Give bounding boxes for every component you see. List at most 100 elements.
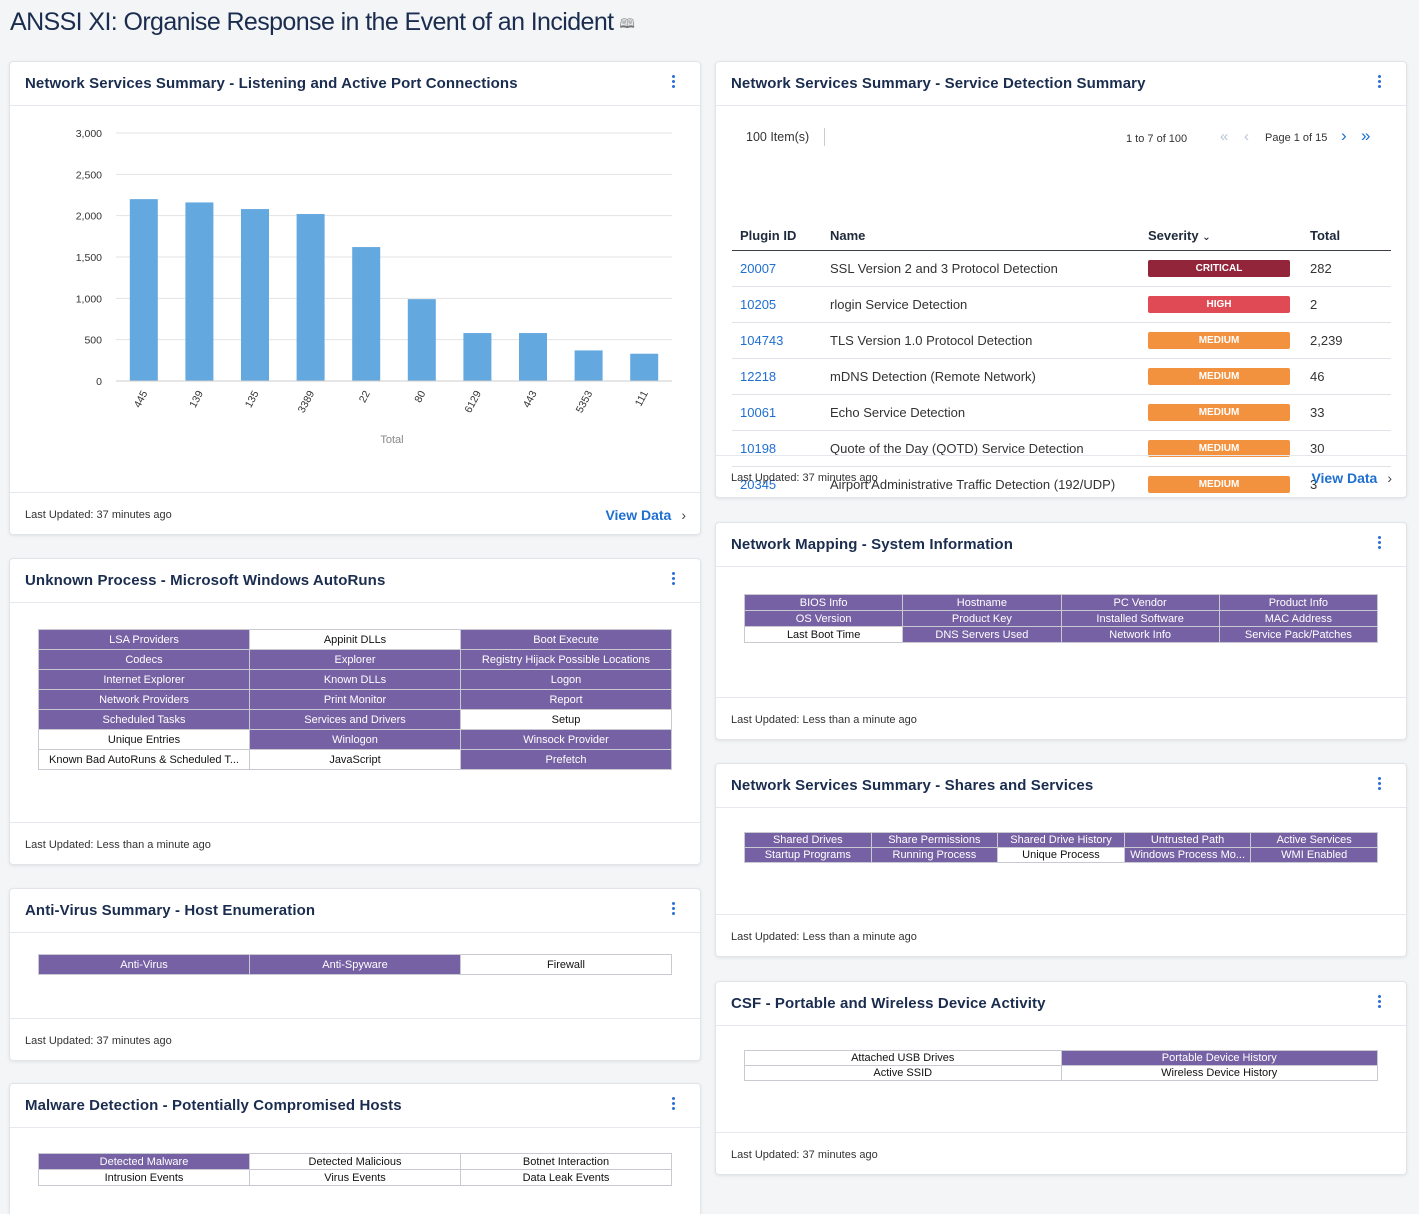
table-row[interactable]: 10205 rlogin Service Detection HIGH 2 bbox=[732, 286, 1391, 323]
matrix-cell[interactable]: Network Info bbox=[1060, 626, 1220, 643]
view-data-link[interactable]: View Data › bbox=[1311, 470, 1392, 486]
table-row[interactable]: 20345 Airport Administrative Traffic Dete… bbox=[732, 466, 1391, 497]
matrix-cell[interactable]: Botnet Interaction bbox=[460, 1153, 672, 1170]
matrix-cell[interactable]: Share Permissions bbox=[870, 832, 999, 848]
next-page-icon[interactable]: › bbox=[1341, 126, 1347, 145]
kebab-menu-icon[interactable] bbox=[1374, 993, 1384, 1011]
matrix-cell[interactable]: WMI Enabled bbox=[1250, 847, 1378, 863]
matrix-cell[interactable]: Detected Malware bbox=[38, 1153, 250, 1170]
plugin-id-link[interactable]: 20345 bbox=[732, 466, 822, 497]
matrix-cell[interactable]: Firewall bbox=[460, 954, 672, 975]
matrix-cell[interactable]: Boot Execute bbox=[460, 629, 672, 650]
table-row[interactable]: 10198 Quote of the Day (QOTD) Service Det… bbox=[732, 430, 1391, 467]
card-footer: Last Updated: Less than a minute ago bbox=[716, 914, 1406, 956]
matrix-cell[interactable]: Active Services bbox=[1250, 832, 1378, 848]
matrix-cell[interactable]: Scheduled Tasks bbox=[38, 709, 250, 730]
matrix-cell[interactable]: Detected Malicious bbox=[249, 1153, 461, 1170]
matrix-cell[interactable]: Internet Explorer bbox=[38, 669, 250, 690]
matrix-cell[interactable]: Network Providers bbox=[38, 689, 250, 710]
matrix-cell[interactable]: Anti-Virus bbox=[38, 954, 250, 975]
table-row[interactable]: 12218 mDNS Detection (Remote Network) MEDI… bbox=[732, 358, 1391, 395]
plugin-id-link[interactable]: 12218 bbox=[732, 358, 822, 395]
matrix-cell[interactable]: Unique Entries bbox=[38, 729, 250, 750]
matrix-cell[interactable]: Registry Hijack Possible Locations bbox=[460, 649, 672, 670]
matrix-cell[interactable]: Virus Events bbox=[249, 1169, 461, 1186]
table-row[interactable]: 10061 Echo Service Detection MEDIUM 33 bbox=[732, 394, 1391, 431]
matrix-cell[interactable]: Anti-Spyware bbox=[249, 954, 461, 975]
first-page-icon[interactable]: « bbox=[1220, 128, 1229, 145]
matrix-row: BIOS Info Hostname PC Vendor Product Info bbox=[743, 594, 1379, 611]
matrix-cell[interactable]: Services and Drivers bbox=[249, 709, 461, 730]
matrix-cell[interactable]: Product Key bbox=[902, 610, 1062, 627]
matrix-cell[interactable]: Attached USB Drives bbox=[744, 1050, 1062, 1066]
matrix-cell[interactable]: Active SSID bbox=[744, 1065, 1062, 1081]
last-updated: Last Updated: Less than a minute ago bbox=[731, 714, 917, 726]
matrix-cell[interactable]: Winlogon bbox=[249, 729, 461, 750]
matrix-cell[interactable]: Service Pack/Patches bbox=[1218, 626, 1379, 643]
matrix-cell[interactable]: Running Process bbox=[870, 847, 999, 863]
matrix-cell[interactable]: Wireless Device History bbox=[1060, 1065, 1378, 1081]
column-plugin-id[interactable]: Plugin ID bbox=[732, 222, 822, 251]
plugin-id-link[interactable]: 10205 bbox=[732, 286, 822, 323]
kebab-menu-icon[interactable] bbox=[668, 570, 678, 588]
severity-cell: MEDIUM bbox=[1140, 394, 1302, 431]
matrix-cell[interactable]: Print Monitor bbox=[249, 689, 461, 710]
kebab-menu-icon[interactable] bbox=[1374, 534, 1384, 552]
matrix-cell[interactable]: Product Info bbox=[1218, 594, 1379, 611]
matrix-cell[interactable]: OS Version bbox=[743, 610, 904, 627]
matrix-cell[interactable]: Codecs bbox=[38, 649, 250, 670]
matrix-cell[interactable]: Untrusted Path bbox=[1123, 832, 1252, 848]
plugin-id-link[interactable]: 10198 bbox=[732, 430, 822, 467]
column-severity[interactable]: Severity ⌄ bbox=[1140, 222, 1302, 251]
view-data-link[interactable]: View Data › bbox=[605, 507, 686, 523]
kebab-menu-icon[interactable] bbox=[668, 900, 678, 918]
plugin-id-link[interactable]: 20007 bbox=[732, 250, 822, 287]
matrix-cell[interactable]: Installed Software bbox=[1060, 610, 1220, 627]
matrix-cell[interactable]: Explorer bbox=[249, 649, 461, 670]
matrix-cell[interactable]: Logon bbox=[460, 669, 672, 690]
table-row[interactable]: 104743 TLS Version 1.0 Protocol Detection… bbox=[732, 322, 1391, 359]
kebab-menu-icon[interactable] bbox=[1374, 73, 1384, 91]
matrix-cell[interactable]: Appinit DLLs bbox=[249, 629, 461, 650]
matrix-cell[interactable]: PC Vendor bbox=[1060, 594, 1220, 611]
matrix-cell[interactable]: Winsock Provider bbox=[460, 729, 672, 750]
matrix-cell[interactable]: DNS Servers Used bbox=[902, 626, 1062, 643]
matrix-cell[interactable]: LSA Providers bbox=[38, 629, 250, 650]
card-title: Malware Detection - Potentially Compromi… bbox=[25, 1097, 402, 1114]
matrix-cell[interactable]: Last Boot Time bbox=[743, 626, 904, 643]
kebab-menu-icon[interactable] bbox=[1374, 775, 1384, 793]
matrix-cell[interactable]: Windows Process Mo... bbox=[1123, 847, 1252, 863]
last-page-icon[interactable]: » bbox=[1361, 126, 1371, 145]
matrix-row: Startup Programs Running Process Unique Pr… bbox=[744, 847, 1378, 863]
plugin-id-link[interactable]: 10061 bbox=[732, 394, 822, 431]
matrix-cell[interactable]: Portable Device History bbox=[1060, 1050, 1378, 1066]
matrix-cell[interactable]: Known DLLs bbox=[249, 669, 461, 690]
matrix-cell[interactable]: Unique Process bbox=[997, 847, 1125, 863]
matrix-cell[interactable]: Prefetch bbox=[460, 749, 672, 770]
plugin-name: mDNS Detection (Remote Network) bbox=[822, 358, 1140, 395]
table-row[interactable]: 20007 SSL Version 2 and 3 Protocol Detect… bbox=[732, 250, 1391, 287]
matrix-cell[interactable]: Data Leak Events bbox=[460, 1169, 672, 1186]
matrix-cell[interactable]: Shared Drive History bbox=[997, 832, 1125, 848]
matrix-cell[interactable]: Known Bad AutoRuns & Scheduled T... bbox=[38, 749, 250, 770]
prev-page-icon[interactable]: ‹ bbox=[1244, 128, 1249, 145]
matrix-cell[interactable]: Setup bbox=[460, 709, 672, 730]
kebab-menu-icon[interactable] bbox=[668, 73, 678, 91]
matrix-row: Shared Drives Share Permissions Shared Dri… bbox=[744, 832, 1378, 848]
matrix-cell[interactable]: Report bbox=[460, 689, 672, 710]
matrix-cell[interactable]: Hostname bbox=[902, 594, 1062, 611]
column-name[interactable]: Name bbox=[822, 222, 1140, 251]
kebab-menu-icon[interactable] bbox=[668, 1095, 678, 1113]
matrix-cell[interactable]: MAC Address bbox=[1218, 610, 1379, 627]
book-icon[interactable]: 🕮 bbox=[619, 15, 635, 31]
matrix-cell[interactable]: Shared Drives bbox=[744, 832, 872, 848]
portable-wireless-matrix: Attached USB Drives Portable Device Histo… bbox=[744, 1050, 1378, 1081]
matrix-cell[interactable]: BIOS Info bbox=[743, 594, 904, 611]
matrix-cell[interactable]: Intrusion Events bbox=[38, 1169, 250, 1186]
matrix-row: Unique Entries Winlogon Winsock Provider bbox=[38, 729, 672, 750]
matrix-cell[interactable]: JavaScript bbox=[249, 749, 461, 770]
severity-badge: HIGH bbox=[1148, 296, 1290, 313]
plugin-id-link[interactable]: 104743 bbox=[732, 322, 822, 359]
column-total[interactable]: Total bbox=[1302, 222, 1391, 251]
matrix-cell[interactable]: Startup Programs bbox=[744, 847, 872, 863]
